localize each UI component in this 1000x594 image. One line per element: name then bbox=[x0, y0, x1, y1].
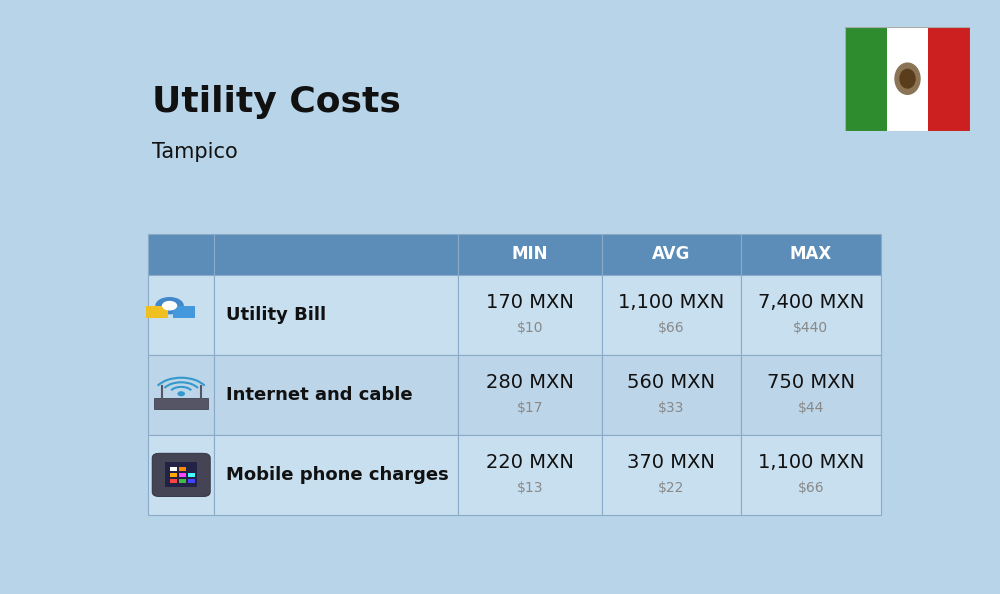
Bar bbox=[928, 27, 970, 131]
Text: 170 MXN: 170 MXN bbox=[486, 292, 574, 311]
Bar bbox=[148, 435, 214, 515]
Bar bbox=[179, 479, 186, 483]
Bar bbox=[165, 462, 197, 488]
Text: Internet and cable: Internet and cable bbox=[226, 386, 412, 404]
Bar bbox=[887, 27, 928, 131]
Bar bbox=[214, 275, 458, 355]
Text: $10: $10 bbox=[517, 321, 543, 334]
Text: 750 MXN: 750 MXN bbox=[767, 372, 855, 391]
Text: $13: $13 bbox=[517, 481, 543, 495]
Bar bbox=[214, 233, 458, 275]
Bar bbox=[741, 233, 881, 275]
Text: 220 MXN: 220 MXN bbox=[486, 453, 574, 472]
Text: Tampico: Tampico bbox=[152, 142, 238, 162]
Bar bbox=[214, 435, 458, 515]
Circle shape bbox=[895, 63, 920, 94]
Bar bbox=[458, 355, 602, 435]
Bar bbox=[148, 233, 214, 275]
Bar bbox=[602, 355, 741, 435]
Text: AVG: AVG bbox=[652, 245, 691, 263]
Bar bbox=[458, 233, 602, 275]
Text: Utility Costs: Utility Costs bbox=[152, 85, 401, 119]
Text: 280 MXN: 280 MXN bbox=[486, 372, 574, 391]
Bar bbox=[741, 435, 881, 515]
Text: $17: $17 bbox=[517, 401, 543, 415]
Text: $44: $44 bbox=[798, 401, 824, 415]
Bar bbox=[148, 355, 214, 435]
FancyBboxPatch shape bbox=[152, 453, 210, 497]
Text: $66: $66 bbox=[658, 321, 685, 334]
Text: 7,400 MXN: 7,400 MXN bbox=[758, 292, 864, 311]
Circle shape bbox=[156, 298, 183, 314]
Bar bbox=[179, 473, 186, 477]
Text: MAX: MAX bbox=[790, 245, 832, 263]
Text: Utility Bill: Utility Bill bbox=[226, 306, 326, 324]
Text: 370 MXN: 370 MXN bbox=[627, 453, 715, 472]
Bar bbox=[741, 275, 881, 355]
Bar bbox=[148, 275, 214, 355]
Text: 1,100 MXN: 1,100 MXN bbox=[618, 292, 724, 311]
Bar bbox=[602, 435, 741, 515]
Bar bbox=[602, 233, 741, 275]
Bar bbox=[170, 467, 177, 472]
Circle shape bbox=[163, 302, 177, 310]
Bar bbox=[188, 473, 195, 477]
Bar bbox=[170, 473, 177, 477]
Text: $440: $440 bbox=[793, 321, 828, 334]
Text: $33: $33 bbox=[658, 401, 685, 415]
Text: 560 MXN: 560 MXN bbox=[627, 372, 715, 391]
Bar bbox=[154, 399, 208, 409]
Bar bbox=[845, 27, 887, 131]
Bar bbox=[146, 306, 168, 318]
Bar bbox=[179, 467, 186, 472]
Text: 1,100 MXN: 1,100 MXN bbox=[758, 453, 864, 472]
Text: MIN: MIN bbox=[512, 245, 548, 263]
Bar bbox=[458, 275, 602, 355]
Text: $66: $66 bbox=[798, 481, 824, 495]
Bar bbox=[214, 355, 458, 435]
Bar bbox=[458, 435, 602, 515]
Circle shape bbox=[178, 392, 184, 396]
Bar bbox=[741, 355, 881, 435]
Text: $22: $22 bbox=[658, 481, 685, 495]
Bar bbox=[170, 479, 177, 483]
Text: Mobile phone charges: Mobile phone charges bbox=[226, 466, 448, 484]
Circle shape bbox=[900, 69, 915, 88]
Bar bbox=[188, 479, 195, 483]
Bar bbox=[602, 275, 741, 355]
Bar bbox=[173, 306, 195, 318]
